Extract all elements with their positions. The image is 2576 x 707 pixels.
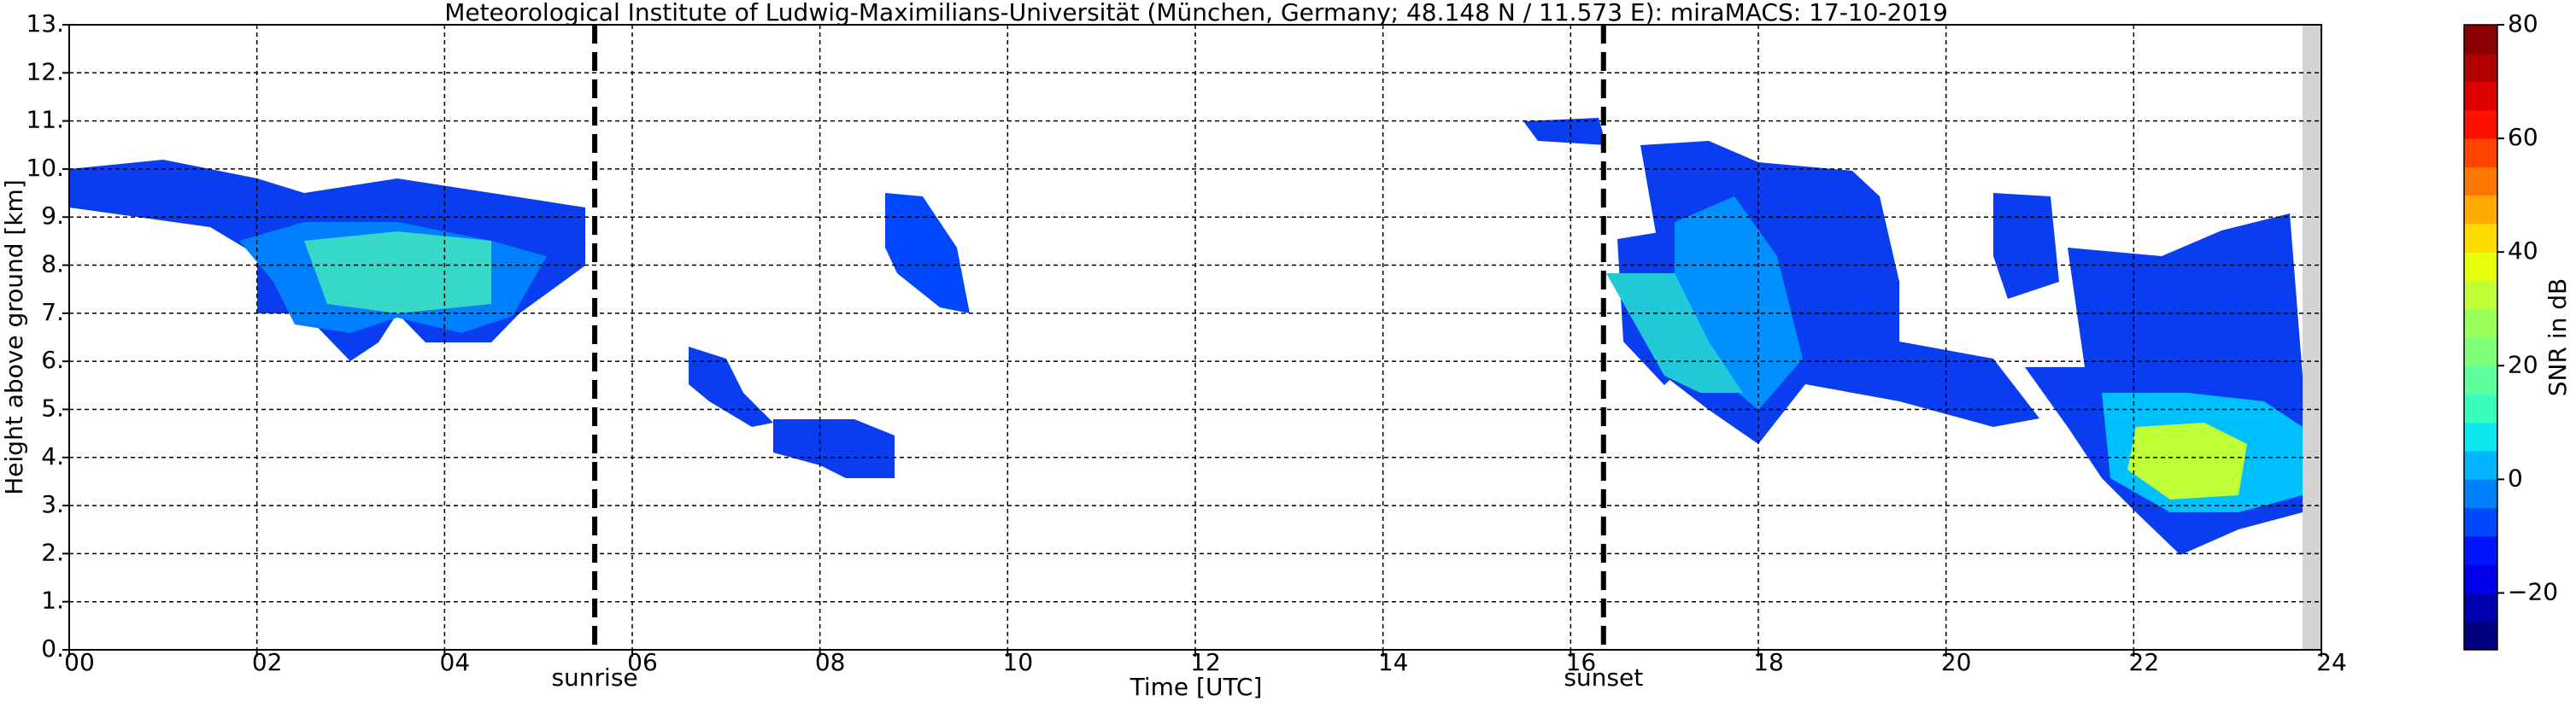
y-axis-label: Height above ground [km]	[0, 179, 28, 495]
y-tick-label: 4.	[41, 442, 64, 470]
colorbar-segment	[2464, 167, 2497, 196]
colorbar-segment	[2464, 422, 2497, 452]
echo	[304, 231, 491, 313]
y-tick-label: 3.	[41, 490, 64, 518]
x-tick-label: 06	[627, 648, 658, 676]
y-tick-label: 1.	[41, 587, 64, 615]
y-tick-label: 13.	[26, 9, 64, 38]
x-tick-label: 18	[1753, 648, 1784, 676]
colorbar-tick-label: 40	[2508, 237, 2538, 265]
echo	[1606, 273, 1743, 393]
x-tick-label: 20	[1941, 648, 1972, 676]
colorbar: −20 0 20 40 60 80	[2463, 9, 2558, 651]
x-tick-label: 12	[1190, 648, 1221, 676]
plot-area	[62, 24, 2322, 657]
x-tick-label: 08	[815, 648, 846, 676]
x-tick-label: 04	[440, 648, 471, 676]
colorbar-segment	[2464, 280, 2497, 310]
colorbar-segment	[2464, 195, 2497, 225]
colorbar-segment	[2464, 81, 2497, 111]
event-label: sunset	[1564, 663, 1643, 692]
echo	[773, 419, 895, 478]
echo	[1993, 193, 2059, 299]
colorbar-segment	[2464, 451, 2497, 480]
x-tick-label: 22	[2129, 648, 2160, 676]
colorbar-segment	[2464, 252, 2497, 281]
x-tick-label: 24	[2316, 648, 2347, 676]
y-tick-label: 5.	[41, 394, 64, 422]
colorbar-segment	[2464, 507, 2497, 537]
colorbar-segment	[2464, 535, 2497, 565]
x-axis-label: Time [UTC]	[1130, 673, 1263, 701]
echo	[689, 347, 773, 427]
colorbar-segment	[2464, 479, 2497, 509]
y-tick-label: 8.	[41, 250, 64, 278]
y-tick-label: 0.	[41, 634, 64, 663]
colorbar-segment	[2464, 337, 2497, 366]
colorbar-segment	[2464, 223, 2497, 253]
y-tick-label: 10.	[26, 154, 64, 182]
colorbar-frame	[2463, 24, 2498, 651]
x-tick-label: 10	[1003, 648, 1034, 676]
y-tick-label: 11.	[26, 106, 64, 134]
event-label: sunrise	[551, 663, 637, 692]
y-tick-label: 12.	[26, 57, 64, 85]
echo	[885, 193, 970, 313]
colorbar-tick-label: −20	[2508, 577, 2558, 605]
y-tick-label: 7.	[41, 298, 64, 326]
y-tick-label: 6.	[41, 346, 64, 374]
x-tick-label: 02	[252, 648, 283, 676]
colorbar-tick-label: 80	[2508, 9, 2538, 38]
echo	[2127, 423, 2247, 500]
colorbar-segment	[2464, 308, 2497, 338]
colorbar-segment	[2464, 25, 2497, 54]
y-tick-label: 2.	[41, 538, 64, 566]
plot-frame	[68, 24, 2322, 651]
colorbar-tick-label: 20	[2508, 350, 2538, 378]
colorbar-segment	[2464, 621, 2497, 651]
y-tick-label: 9.	[41, 202, 64, 230]
colorbar-segment	[2464, 365, 2497, 395]
chart-title: Meteorological Institute of Ludwig-Maxim…	[444, 0, 1948, 26]
colorbar-segment	[2464, 564, 2497, 593]
no-data-band	[2303, 25, 2321, 650]
colorbar-segment	[2464, 593, 2497, 622]
colorbar-segment	[2464, 109, 2497, 139]
echo	[1523, 118, 1606, 145]
x-tick-label: 16	[1566, 648, 1597, 676]
colorbar-segment	[2464, 53, 2497, 83]
colorbar-label: SNR in dB	[2544, 278, 2572, 396]
colorbar-tick-label: 60	[2508, 123, 2538, 151]
colorbar-segment	[2464, 138, 2497, 167]
colorbar-tick-label: 0	[2508, 464, 2523, 492]
x-tick-label: 00	[64, 648, 95, 676]
colorbar-segment	[2464, 394, 2497, 424]
x-tick-label: 14	[1378, 648, 1409, 676]
